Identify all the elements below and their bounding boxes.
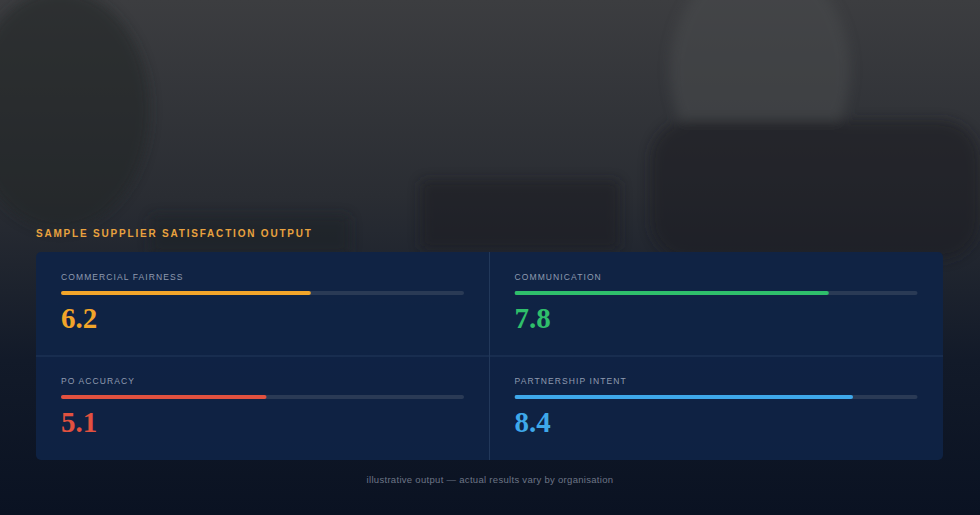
track [61,395,464,399]
data-label: 8.4 [515,406,551,438]
root: SAMPLE SUPPLIER SATISFACTION OUTPUT COMME… [0,0,980,515]
bg-shape [420,180,620,250]
title: SAMPLE SUPPLIER SATISFACTION OUTPUT [36,228,313,239]
bar [61,291,311,295]
data-label: 7.8 [515,302,551,334]
category-label: COMMUNICATION [515,272,602,282]
labels: COMMERCIAL FAIRNESS 6.2 COMMUNICATION 7.8 PO… [61,272,627,438]
category-label: COMMERCIAL FAIRNESS [61,272,184,282]
category-label: PARTNERSHIP INTENT [515,376,627,386]
bar [61,395,267,399]
bar [515,395,854,399]
bg-shape [650,120,980,260]
track [515,395,918,399]
track [515,291,918,295]
chart: SAMPLE SUPPLIER SATISFACTION OUTPUT COMME… [0,0,980,515]
background-shapes [0,0,980,260]
bar [515,291,829,295]
category-label: PO ACCURACY [61,376,135,386]
data-label: 6.2 [61,302,97,334]
panel [36,252,943,460]
data-label: 5.1 [61,406,97,438]
page: {"chart_data": {"type": "bar", "orientat… [0,0,980,515]
bg-shape [0,0,150,230]
caption: illustrative output — actual results var… [367,474,614,485]
bars [61,291,853,399]
track [61,291,464,295]
divider [36,356,943,357]
